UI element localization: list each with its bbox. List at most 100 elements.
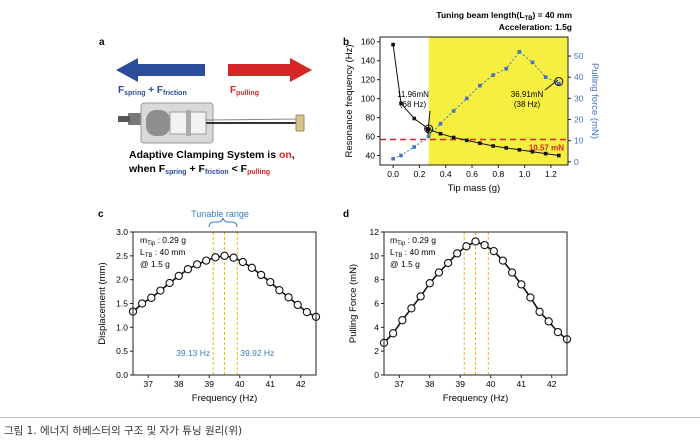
displacement-point — [202, 256, 211, 265]
resonance-frequency-point — [530, 149, 535, 154]
pulling-force-point — [489, 246, 498, 256]
panel-b-axes: 0.0 0.2 0.4 0.6 0.8 1.0 1.2406080100120140160T… — [344, 37, 600, 194]
panel-b-marks — [391, 42, 561, 161]
pulling-force-point — [399, 153, 403, 158]
x-tick-label: 40 — [486, 379, 496, 389]
y-tick-label: 10 — [370, 251, 380, 261]
y-tick-label: 40 — [366, 151, 376, 161]
displacement-point — [238, 257, 247, 267]
annotation-1-arrow — [427, 110, 431, 132]
resonance-frequency-point — [391, 42, 395, 47]
d-legend-line3: @ 1.5 g — [390, 259, 420, 269]
annotation-2-circle — [554, 77, 564, 87]
x-tick-label: 1.2 — [545, 169, 557, 179]
caption-divider — [0, 417, 700, 418]
displacement-point — [220, 251, 229, 260]
y-right-tick-label: 20 — [574, 115, 584, 125]
annotation-1-line1: 11.96mN — [397, 90, 429, 99]
pulling-force-point — [544, 317, 553, 326]
clamping-device-illustration — [118, 102, 305, 144]
pulling-force-point — [535, 307, 544, 316]
displacement-point — [211, 253, 220, 262]
x-tick-label: 41 — [266, 379, 276, 389]
pulling-force-point — [465, 96, 469, 101]
y-tick-label: 2.5 — [116, 251, 128, 261]
panel-c-axes: 37 38 39 40 41 42 0.0 0.5 1.0 1.5 2.0 2.5 3.0 Frequen… — [97, 227, 306, 404]
displacement-point — [229, 253, 238, 262]
pulling-force-point — [498, 256, 508, 265]
d-legend-line1: mTip : 0.29 g — [390, 235, 436, 247]
displacement-point — [293, 300, 302, 310]
resonance-frequency-line — [392, 44, 559, 156]
pulling-force-point — [425, 279, 434, 288]
y-axis-label: Pulling Force (mN) — [348, 264, 359, 343]
right-force-arrow — [228, 58, 312, 82]
vline-label-high: 39.92 Hz — [240, 348, 274, 358]
x-tick-label: 0.2 — [414, 169, 426, 179]
annotation-2-arrow — [544, 79, 559, 91]
y-tick-label: 2.0 — [116, 275, 128, 285]
displacement-point — [256, 270, 266, 280]
pulling-force-point — [543, 75, 548, 79]
tunable-range-title: Tunable range — [191, 209, 249, 219]
panel-d: d 37 38 39 40 41 42 0 2 4 6 8 10 12 Frequency (Hz) Pul… — [343, 209, 572, 404]
x-tick-label: 38 — [174, 379, 184, 389]
pulling-force-point — [530, 60, 535, 65]
y-tick-label: 0.5 — [116, 346, 128, 356]
y-tick-label: 4 — [374, 322, 379, 332]
x-tick-label: 0.8 — [492, 169, 504, 179]
x-tick-label: 38 — [425, 379, 435, 389]
pulling-force-point — [507, 268, 517, 277]
y-tick-label: 0 — [374, 370, 379, 380]
annotation-1-arrowhead — [425, 128, 431, 135]
resonance-frequency-point — [517, 148, 522, 152]
y-axis-label: Displacement (mm) — [97, 262, 108, 344]
pulling-force-point — [391, 156, 395, 161]
resonance-frequency-point — [478, 141, 482, 145]
resonance-frequency-point — [465, 138, 469, 143]
c-legend-line1: mTip : 0.29 g — [140, 235, 186, 247]
pulling-force-point — [478, 83, 482, 88]
panel-d-axes: 37 38 39 40 41 42 0 2 4 6 8 10 12 Frequency (Hz) Pulli… — [348, 227, 557, 404]
y-tick-label: 12 — [370, 227, 380, 237]
panel-d-vlines — [463, 232, 489, 375]
y-right-tick-label: 30 — [574, 93, 584, 103]
displacement-point — [147, 293, 156, 302]
y-tick-label: 120 — [361, 75, 375, 85]
panel-d-label: d — [343, 209, 349, 220]
pulling-force-point — [462, 242, 471, 251]
panel-b: b Tuning beam length(LTB) = 40 mm Accele… — [343, 10, 600, 194]
annotation-1-line2: (68 Hz) — [400, 100, 427, 109]
left-force-arrow — [116, 58, 205, 82]
panel-b-plot-frame — [379, 36, 569, 166]
y-tick-label: 60 — [366, 132, 376, 142]
displacement-point — [266, 277, 275, 287]
figure: a Fspring + Ffriction Fpulling Adaptive … — [97, 10, 600, 404]
x-tick-label: 42 — [296, 379, 306, 389]
y-tick-label: 80 — [366, 113, 376, 123]
y-tick-label: 3.0 — [116, 227, 128, 237]
x-axis-label: Frequency (Hz) — [192, 393, 257, 404]
pulling-force-point — [443, 258, 453, 268]
right-force-label: Fpulling — [230, 85, 259, 97]
y-tick-label: 8 — [374, 275, 379, 285]
displacement-point — [192, 260, 202, 269]
displacement-point — [156, 286, 165, 295]
pulling-force-point — [434, 268, 444, 277]
vline-label-low: 39.13 Hz — [176, 348, 210, 358]
y-right-tick-label: 50 — [574, 51, 584, 61]
pulling-force-point — [388, 329, 398, 338]
x-tick-label: 42 — [547, 379, 557, 389]
x-tick-label: 39 — [205, 379, 215, 389]
panel-a-label: a — [99, 37, 105, 48]
y-tick-label: 1.5 — [116, 299, 128, 309]
c-legend-line3: @ 1.5 g — [140, 259, 170, 269]
displacement-point — [183, 265, 193, 274]
annotation-1-circle — [424, 124, 434, 134]
resonance-frequency-point — [412, 116, 416, 121]
y-tick-label: 140 — [361, 56, 375, 66]
y-axis-label: Resonance frequency (Hz) — [344, 45, 355, 158]
clamping-statement-line1: Adaptive Clamping System is on, — [129, 149, 295, 161]
tunable-range-brace — [208, 217, 238, 228]
pulling-force-point — [480, 240, 489, 250]
